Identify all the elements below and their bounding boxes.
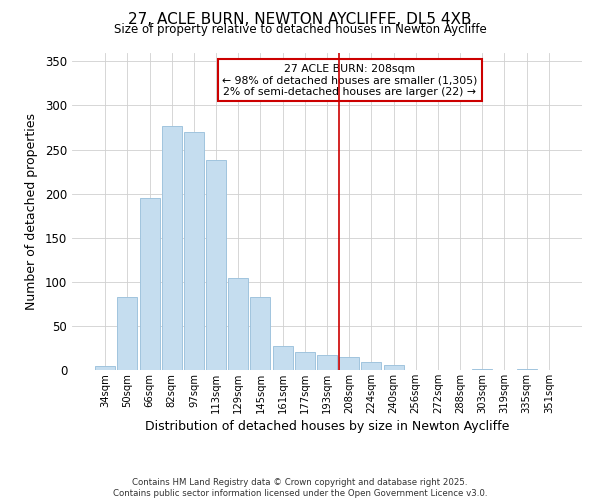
Bar [295, 352, 315, 370]
Bar [472, 369, 492, 370]
Bar [184, 132, 204, 370]
Bar [95, 366, 115, 370]
Bar [317, 355, 337, 370]
Bar [339, 357, 359, 370]
Bar [517, 369, 536, 370]
Bar [140, 198, 160, 370]
Bar [118, 297, 137, 370]
Text: 27 ACLE BURN: 208sqm
← 98% of detached houses are smaller (1,305)
2% of semi-det: 27 ACLE BURN: 208sqm ← 98% of detached h… [222, 64, 478, 97]
Bar [361, 362, 382, 370]
Bar [272, 346, 293, 370]
Y-axis label: Number of detached properties: Number of detached properties [25, 113, 38, 310]
Bar [162, 126, 182, 370]
Bar [228, 278, 248, 370]
Text: Contains HM Land Registry data © Crown copyright and database right 2025.
Contai: Contains HM Land Registry data © Crown c… [113, 478, 487, 498]
Text: Size of property relative to detached houses in Newton Aycliffe: Size of property relative to detached ho… [113, 22, 487, 36]
Bar [383, 364, 404, 370]
Bar [250, 297, 271, 370]
Text: 27, ACLE BURN, NEWTON AYCLIFFE, DL5 4XB: 27, ACLE BURN, NEWTON AYCLIFFE, DL5 4XB [128, 12, 472, 28]
X-axis label: Distribution of detached houses by size in Newton Aycliffe: Distribution of detached houses by size … [145, 420, 509, 433]
Bar [206, 160, 226, 370]
